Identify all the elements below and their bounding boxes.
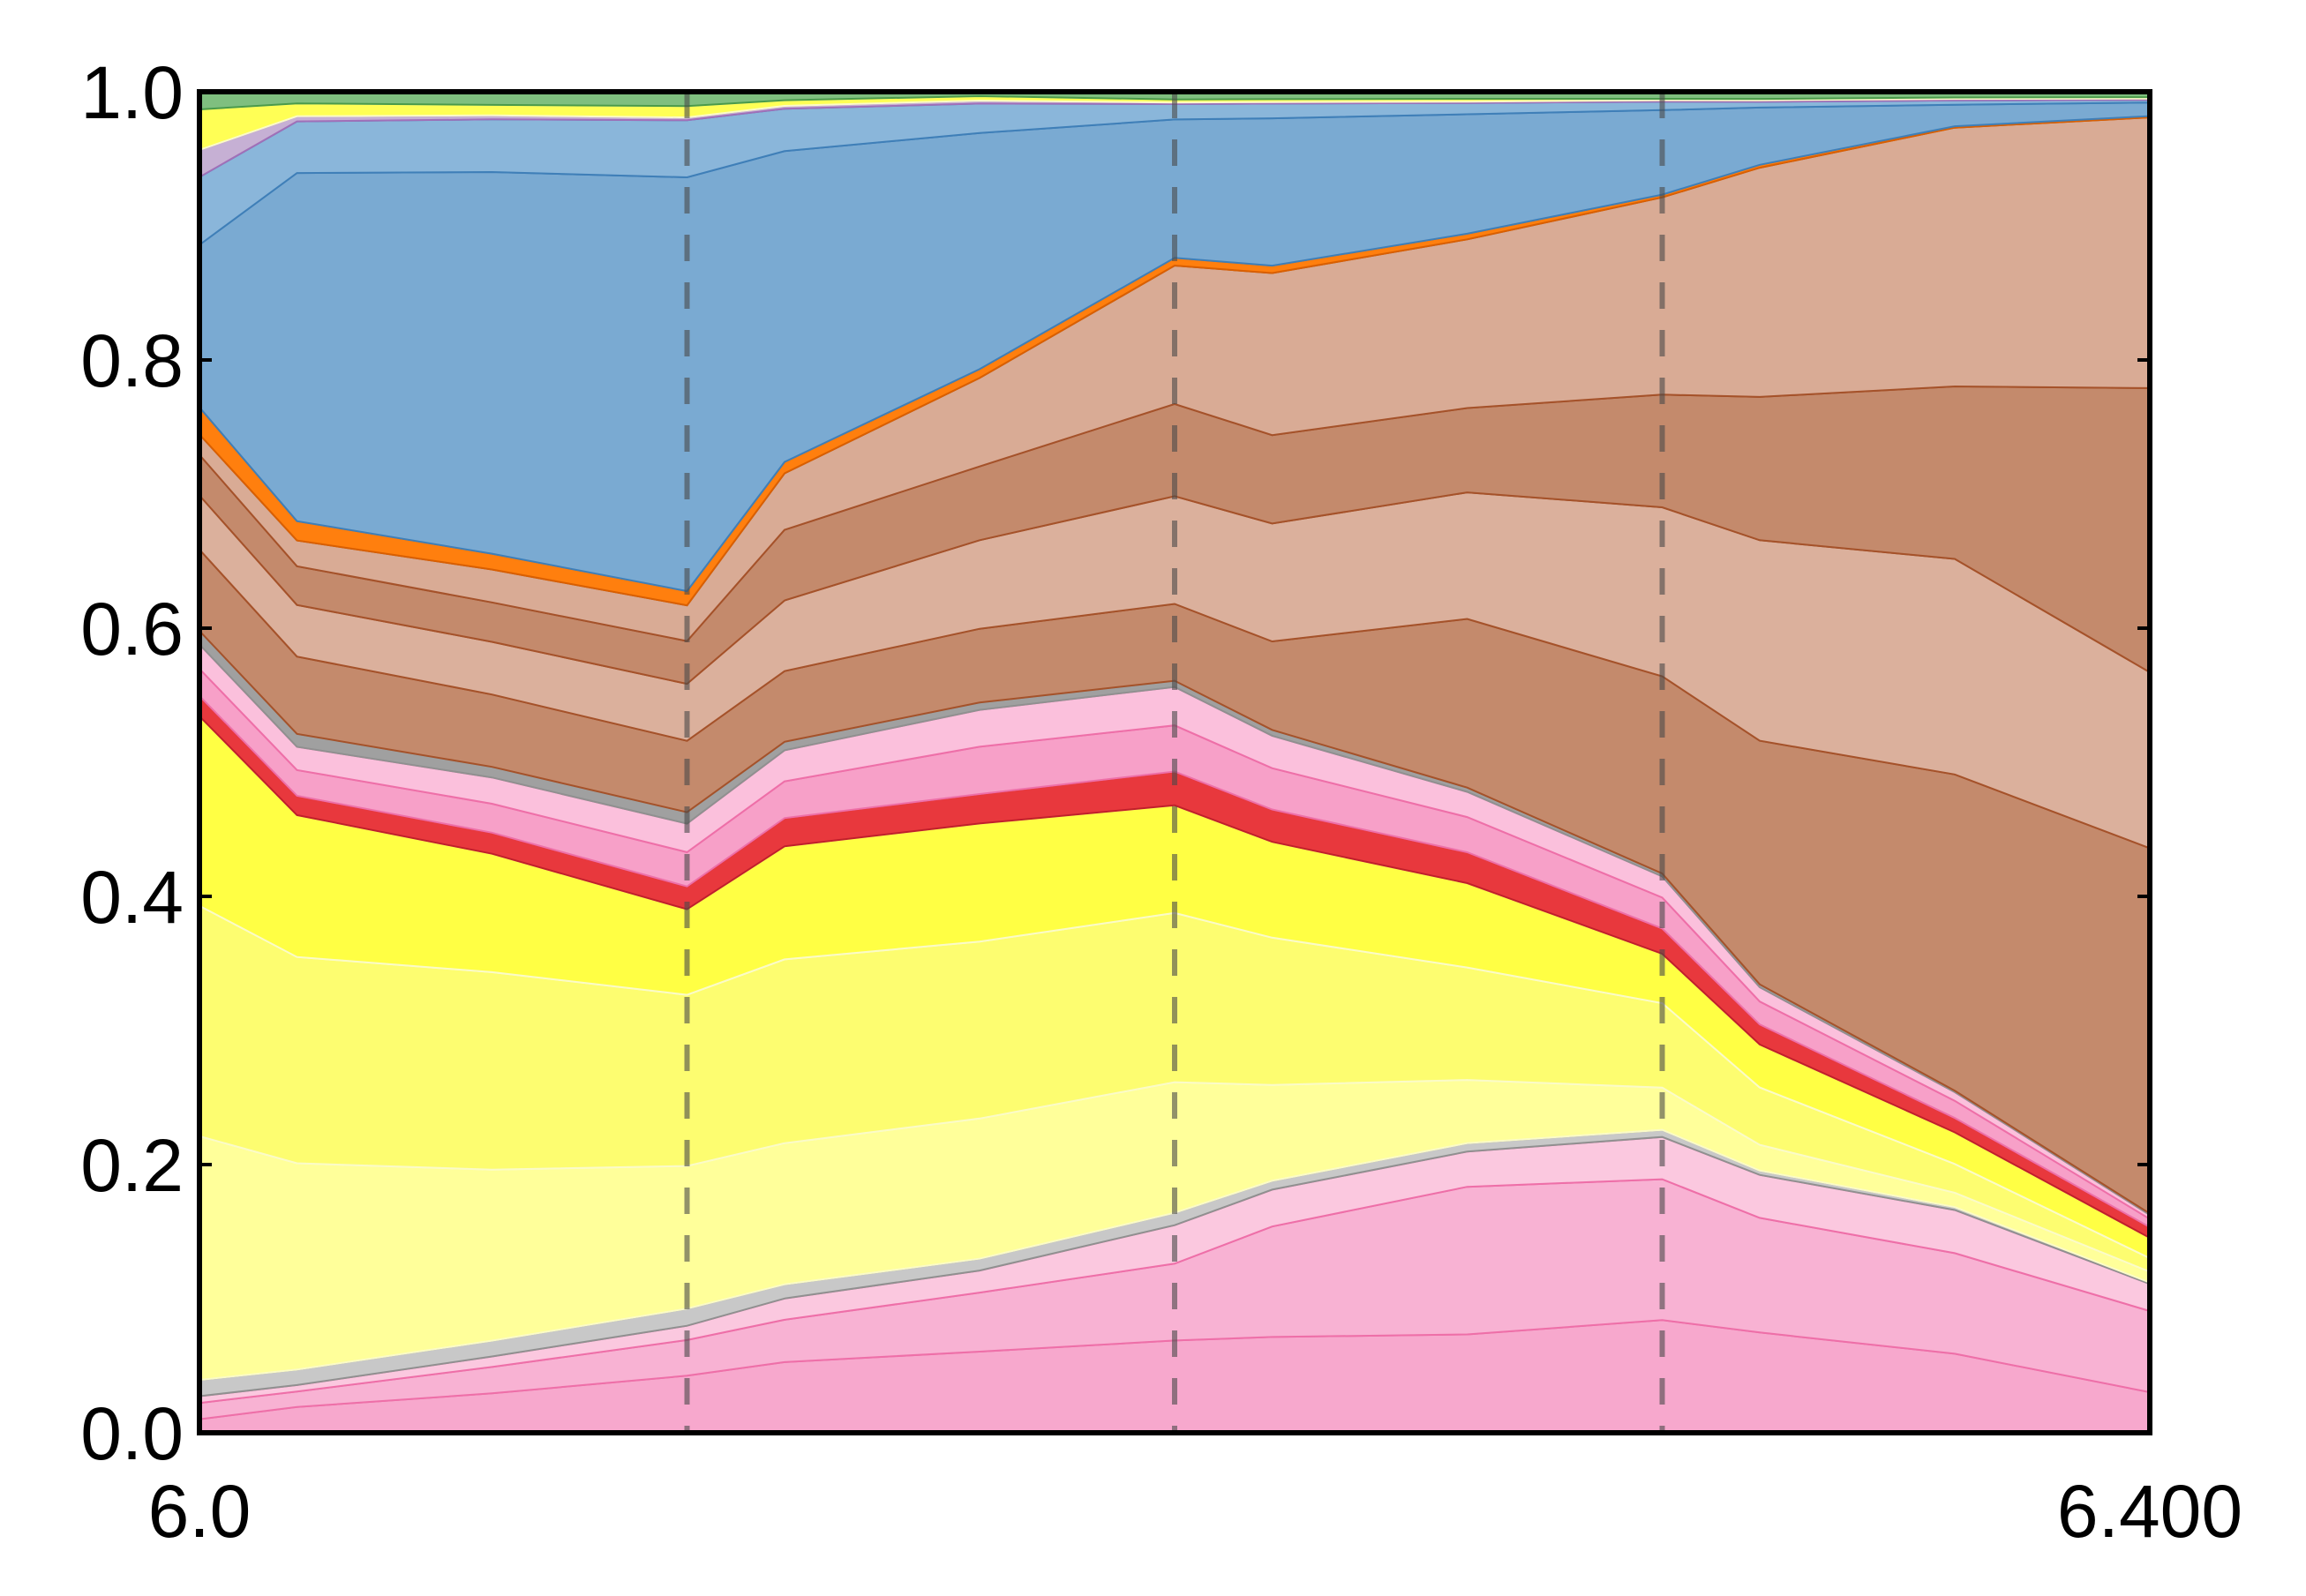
dashed-reference-lines (684, 92, 1665, 1433)
x-tick-label-1: 6.0 (148, 1470, 252, 1553)
y-tick-label-0.8: 0.8 (80, 319, 184, 402)
plot-frame (197, 89, 2152, 1435)
y-axis-tick-labels: 0.0 0.2 0.4 0.6 0.8 1.0 (80, 51, 184, 1475)
x-tick-label-2: 6.400 (2057, 1470, 2242, 1553)
x-axis-tick-labels: 6.0 6.400 (148, 1470, 2243, 1553)
y-tick-label-0.4: 0.4 (80, 856, 184, 939)
y-tick-label-1.0: 1.0 (80, 51, 184, 134)
y-tick-label-0.6: 0.6 (80, 588, 184, 671)
y-tick-label-0.0: 0.0 (80, 1392, 184, 1475)
y-tick-label-0.2: 0.2 (80, 1124, 184, 1207)
